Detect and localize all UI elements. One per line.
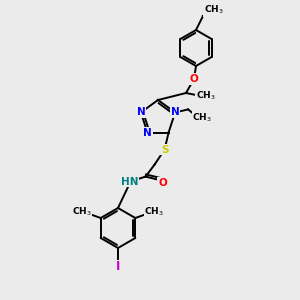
Text: S: S [161, 145, 168, 154]
Text: N: N [171, 107, 179, 117]
Text: I: I [116, 260, 120, 274]
Text: CH$_3$: CH$_3$ [204, 4, 224, 16]
Text: CH$_3$: CH$_3$ [72, 206, 92, 218]
Text: HN: HN [121, 177, 138, 187]
Text: CH$_3$: CH$_3$ [145, 206, 164, 218]
Text: O: O [158, 178, 167, 188]
Text: O: O [190, 74, 198, 84]
Text: N: N [136, 107, 145, 117]
Text: N: N [143, 128, 152, 138]
Text: CH$_3$: CH$_3$ [196, 90, 216, 102]
Text: CH$_3$: CH$_3$ [192, 111, 212, 124]
